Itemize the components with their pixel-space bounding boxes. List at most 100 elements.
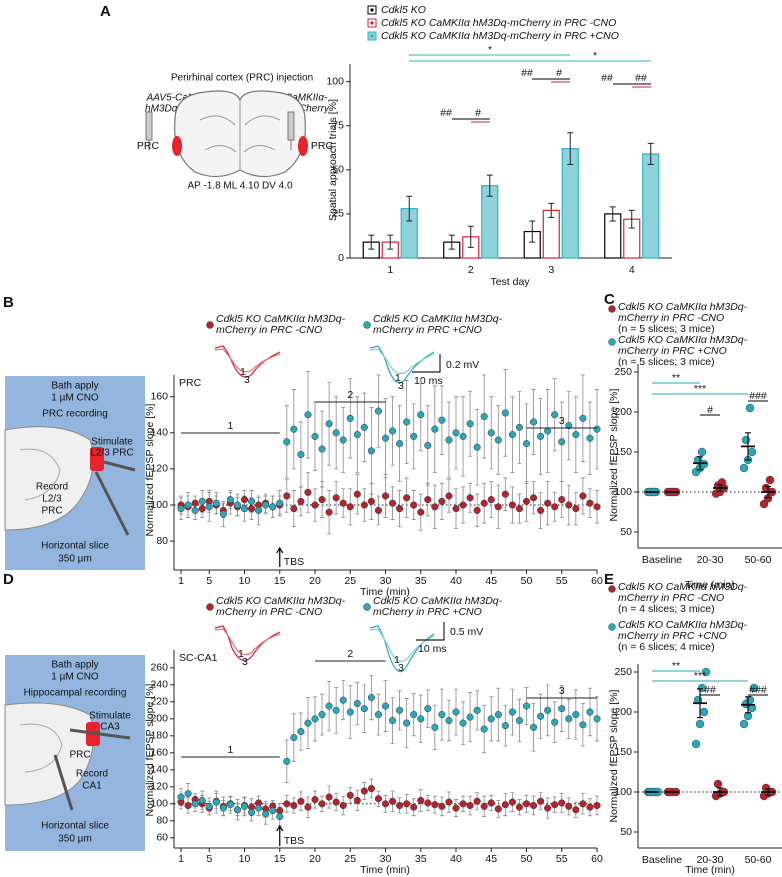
x-axis-label: Time (min) [360,864,410,876]
data-point [325,508,333,516]
data-point [487,429,495,437]
significance-label: ## [601,72,613,84]
error-bar [529,220,536,243]
data-point [480,412,488,421]
data-point [403,800,411,808]
data-point [579,414,587,422]
event-arrow [276,824,284,846]
schematic-text: Bath apply [51,660,98,671]
legend-box: Cdkl5 KO CaMKIIα hM3Dq-mCherry in PRC -C… [618,582,748,615]
scale-label: 0.2 mV [446,359,479,371]
schematic-text: L2/3 PRC [90,448,133,459]
y-tick-label: 220 [150,696,168,708]
brain-detail [199,100,281,170]
legend-marker [206,603,214,611]
data-point [318,800,326,808]
data-point [332,494,340,502]
data-point [473,706,481,714]
data-point [311,501,319,509]
x-tick-label: 60 [591,575,603,587]
region-label: PRC [137,140,160,152]
slice [4,702,94,806]
data-point [579,721,587,729]
data-point [297,797,305,805]
trace [369,348,435,375]
data-point [290,425,298,433]
y-axis-label: Spatial approach trials [%] [327,99,339,221]
schematic-text: 1 µM CNO [51,393,99,404]
x-tick-label: 20 [309,853,321,865]
error-bar [406,195,413,222]
data-point [701,667,711,677]
data-point [198,796,206,804]
error-bar [717,484,723,492]
data-point [339,499,347,507]
data-point [501,490,509,498]
slice-detail [19,448,61,501]
scale-label: 10 ms [418,643,447,655]
data-point [466,713,474,721]
x-tick-label: 4 [629,264,635,276]
data-point [283,800,291,808]
data-point [290,733,298,742]
legend-box: Cdkl5 KO CaMKIIα hM3Dq-mCherry in PRC +C… [618,620,747,653]
schematic-text: CA3 [100,722,120,733]
data-point [544,804,552,812]
y-tick-label: 100 [150,798,168,810]
legend-label: Cdkl5 KO CaMKIIα hM3Dq-mCherry in PRC -C… [618,582,748,604]
x-tick-label: 5 [206,575,212,587]
schematic-text: PRC recording [42,409,108,420]
error-bar [368,234,375,250]
data-point [551,801,559,809]
significance-label: ## [704,684,716,696]
schematic-text: CA1 [82,781,102,792]
y-tick-label: 200 [614,706,632,718]
data-point [494,805,502,813]
data-point [318,711,326,719]
data-point [360,501,368,509]
data-point [353,796,361,804]
data-point [501,801,509,809]
panel-letter: A [100,3,111,20]
data-point [381,800,390,808]
data-point [466,420,474,428]
data-point [381,434,390,442]
x-tick-label: 30 [380,853,392,865]
significance-label: *** [694,383,706,395]
y-tick-label: 140 [150,427,168,439]
data-point [248,497,256,505]
schematic-text: Record [36,482,68,493]
legend-marker-dot [370,8,374,12]
y-tick-label: 150 [614,746,632,758]
data-point [360,423,368,431]
data-point [473,443,481,451]
data-point [367,497,375,505]
data-point [515,505,524,513]
x-tick-label: 50-60 [745,554,772,566]
data-point [508,708,516,716]
data-point [177,505,185,513]
data-point [410,711,418,719]
error-bar [628,209,635,229]
panel-letter: E [604,571,614,588]
data-point [699,707,709,717]
x-tick-label: 50 [521,575,533,587]
legend-marker [608,585,616,593]
y-tick-label: 75 [332,120,344,132]
data-point [593,425,601,433]
bar [561,148,579,259]
y-tick-label: 140 [150,764,168,776]
data-point [325,793,333,801]
data-point [410,501,418,509]
schematic-text: Stimulate [91,437,133,448]
data-point [332,706,340,714]
significance-label: * [488,44,492,56]
data-point [572,806,580,814]
data-point [367,447,375,455]
legend-box: Cdkl5 KO CaMKIIα hM3Dq-mCherry in PRC -C… [216,596,345,618]
data-point [593,801,601,810]
data-point [396,801,404,810]
data-point [290,505,298,513]
data-point [466,494,474,502]
data-point [459,719,467,727]
